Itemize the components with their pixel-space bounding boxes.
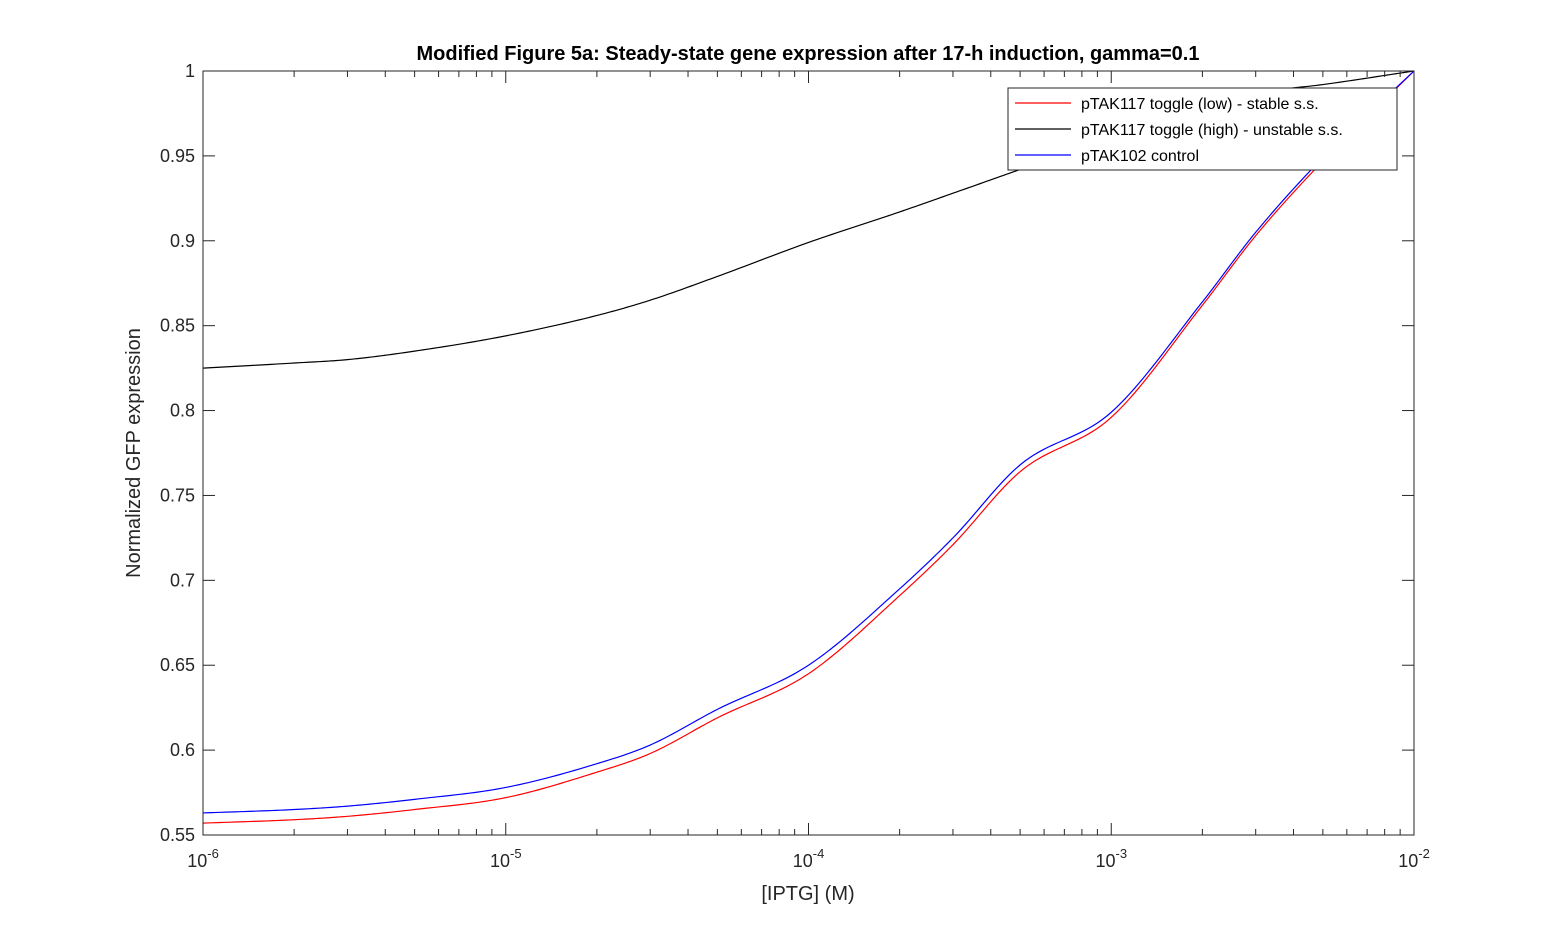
axes-box [202,70,1415,836]
y-tick-label: 0.55 [160,825,195,845]
y-axis-label: Normalized GFP expression [123,328,145,578]
x-tick-label: 10-6 [187,846,219,871]
x-axis-label: [IPTG] (M) [761,883,854,905]
legend-label-2: pTAK117 toggle (high) - unstable s.s. [1081,122,1343,139]
y-tick-label: 0.6 [170,740,195,760]
y-tick-label: 0.9 [170,231,195,251]
x-tick-label: 10-5 [490,846,522,871]
y-tick-label: 0.85 [160,316,195,336]
x-tick-label: 10-2 [1398,846,1430,871]
chart-legend: pTAK117 toggle (low) - stable s.s. pTAK11… [1007,87,1398,171]
chart-title: Modified Figure 5a: Steady-state gene ex… [417,43,1200,65]
x-tick-label: 10-3 [1095,846,1127,871]
series-line-1 [202,70,1415,824]
y-tick-label: 0.95 [160,146,195,166]
y-tick-label: 0.75 [160,485,195,505]
plot-area [203,71,1414,835]
ticks-layer: 0.55 0.6 0.65 0.7 0.75 0.8 0.85 0.9 0.95 1 10-6 10-… [160,61,1430,871]
y-tick-label: 0.8 [170,401,195,421]
series-line-3 [202,70,1415,814]
legend-box [1007,87,1398,171]
y-tick-label: 1 [185,61,195,81]
y-tick-label: 0.65 [160,655,195,675]
legend-label-3: pTAK102 control [1081,148,1199,165]
legend-label-1: pTAK117 toggle (low) - stable s.s. [1081,96,1319,113]
x-tick-label: 10-4 [793,846,825,871]
y-tick-label: 0.7 [170,570,195,590]
